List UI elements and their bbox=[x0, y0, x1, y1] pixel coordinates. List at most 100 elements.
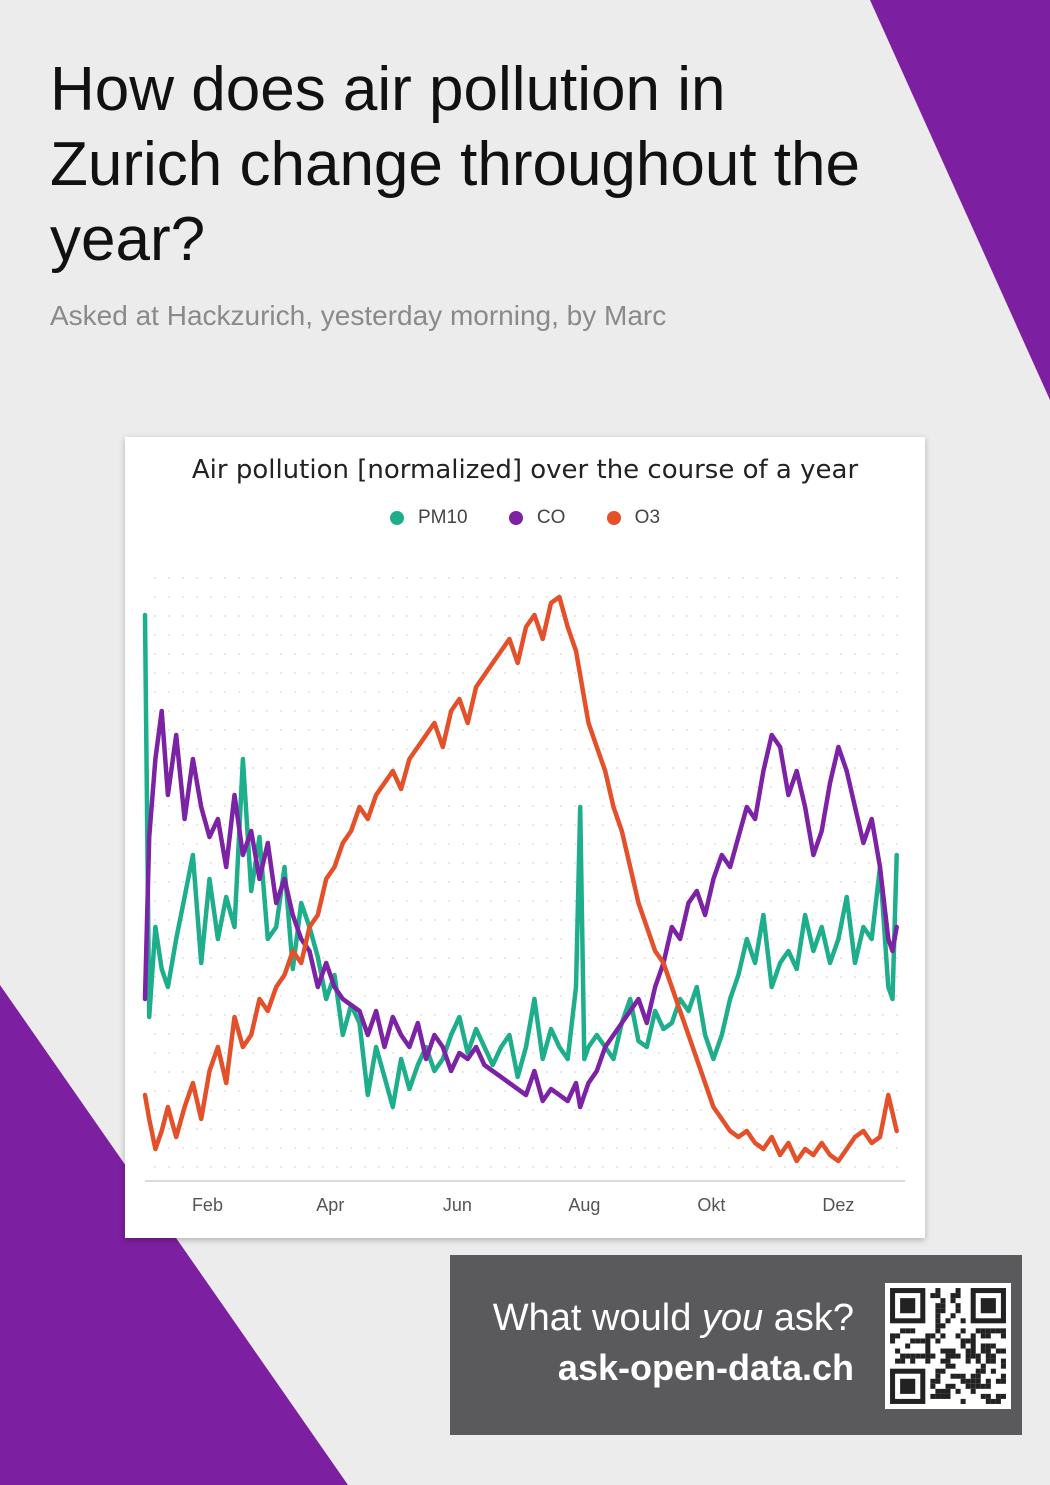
grid-dot bbox=[476, 957, 478, 959]
grid-dot bbox=[378, 805, 380, 807]
promo-url-link[interactable]: ask-open-data.ch bbox=[557, 1347, 854, 1388]
chart-title: Air pollution [normalized] over the cour… bbox=[191, 455, 859, 485]
grid-dot bbox=[784, 900, 786, 902]
qr-module bbox=[945, 1348, 951, 1354]
grid-dot bbox=[756, 1090, 758, 1092]
qr-module bbox=[935, 1318, 941, 1324]
qr-module bbox=[975, 1378, 981, 1384]
grid-dot bbox=[742, 976, 744, 978]
grid-dot bbox=[322, 672, 324, 674]
grid-dot bbox=[728, 976, 730, 978]
promo-box[interactable]: What would you ask? ask-open-data.ch bbox=[450, 1255, 1022, 1435]
legend-item-o3[interactable]: O3 bbox=[606, 507, 660, 529]
grid-dot bbox=[546, 862, 548, 864]
grid-dot bbox=[644, 672, 646, 674]
grid-dot bbox=[532, 824, 534, 826]
grid-dot bbox=[826, 729, 828, 731]
grid-dot bbox=[434, 900, 436, 902]
grid-dot bbox=[616, 881, 618, 883]
grid-dot bbox=[784, 1090, 786, 1092]
grid-dot bbox=[896, 1052, 898, 1054]
grid-dot bbox=[168, 1090, 170, 1092]
grid-dot bbox=[728, 577, 730, 579]
grid-dot bbox=[798, 710, 800, 712]
qr-module bbox=[945, 1388, 951, 1394]
grid-dot bbox=[336, 938, 338, 940]
grid-dot bbox=[154, 919, 156, 921]
grid-dot bbox=[154, 843, 156, 845]
grid-dot bbox=[700, 786, 702, 788]
grid-dot bbox=[826, 1128, 828, 1130]
grid-dot bbox=[490, 957, 492, 959]
grid-dot bbox=[672, 767, 674, 769]
grid-dot bbox=[672, 824, 674, 826]
grid-dot bbox=[826, 824, 828, 826]
grid-dot bbox=[448, 1014, 450, 1016]
grid-dot bbox=[490, 710, 492, 712]
grid-dot bbox=[378, 672, 380, 674]
qr-module bbox=[940, 1298, 946, 1304]
grid-dot bbox=[616, 1090, 618, 1092]
grid-dot bbox=[392, 577, 394, 579]
grid-dot bbox=[392, 824, 394, 826]
grid-dot bbox=[392, 786, 394, 788]
grid-dot bbox=[644, 615, 646, 617]
grid-dot bbox=[700, 748, 702, 750]
grid-dot bbox=[714, 938, 716, 940]
grid-dot bbox=[518, 1052, 520, 1054]
grid-dot bbox=[224, 957, 226, 959]
grid-dot bbox=[406, 615, 408, 617]
grid-dot bbox=[742, 729, 744, 731]
legend-item-pm10[interactable]: PM10 bbox=[389, 507, 468, 529]
grid-dot bbox=[518, 919, 520, 921]
grid-dot bbox=[392, 1166, 394, 1168]
grid-dot bbox=[546, 672, 548, 674]
grid-dot bbox=[672, 748, 674, 750]
grid-dot bbox=[882, 672, 884, 674]
grid-dot bbox=[588, 919, 590, 921]
qr-module bbox=[940, 1323, 946, 1329]
grid-dot bbox=[364, 1147, 366, 1149]
grid-dot bbox=[826, 672, 828, 674]
grid-dot bbox=[616, 691, 618, 693]
grid-dot bbox=[266, 577, 268, 579]
grid-dot bbox=[294, 1109, 296, 1111]
grid-dot bbox=[168, 748, 170, 750]
grid-dot bbox=[336, 1128, 338, 1130]
grid-dot bbox=[406, 862, 408, 864]
grid-dot bbox=[784, 1071, 786, 1073]
grid-dot bbox=[784, 919, 786, 921]
grid-dot bbox=[896, 1166, 898, 1168]
grid-dot bbox=[532, 1166, 534, 1168]
grid-dot bbox=[210, 672, 212, 674]
grid-dot bbox=[700, 1147, 702, 1149]
legend-item-co[interactable]: CO bbox=[508, 507, 566, 529]
grid-dot bbox=[686, 805, 688, 807]
grid-dot bbox=[462, 862, 464, 864]
grid-dot bbox=[210, 634, 212, 636]
grid-dot bbox=[518, 957, 520, 959]
grid-dot bbox=[672, 710, 674, 712]
grid-dot bbox=[532, 596, 534, 598]
grid-dot bbox=[700, 615, 702, 617]
grid-dot bbox=[616, 1071, 618, 1073]
qr-module bbox=[925, 1333, 931, 1339]
grid-dot bbox=[546, 900, 548, 902]
grid-dot bbox=[308, 995, 310, 997]
qr-code-icon[interactable] bbox=[885, 1283, 1011, 1409]
grid-dot bbox=[672, 957, 674, 959]
grid-dot bbox=[672, 596, 674, 598]
grid-dot bbox=[644, 900, 646, 902]
qr-module bbox=[990, 1343, 996, 1349]
grid-dot bbox=[462, 691, 464, 693]
grid-dot bbox=[770, 919, 772, 921]
grid-dot bbox=[420, 957, 422, 959]
line-chart: Feb Apr Jun Aug Okt Dez bbox=[142, 577, 905, 1215]
grid-dot bbox=[644, 1166, 646, 1168]
grid-dot bbox=[756, 596, 758, 598]
grid-dot bbox=[784, 615, 786, 617]
grid-dot bbox=[182, 1014, 184, 1016]
grid-dot bbox=[476, 748, 478, 750]
grid-dot bbox=[154, 1090, 156, 1092]
legend-label-co: CO bbox=[536, 507, 566, 528]
